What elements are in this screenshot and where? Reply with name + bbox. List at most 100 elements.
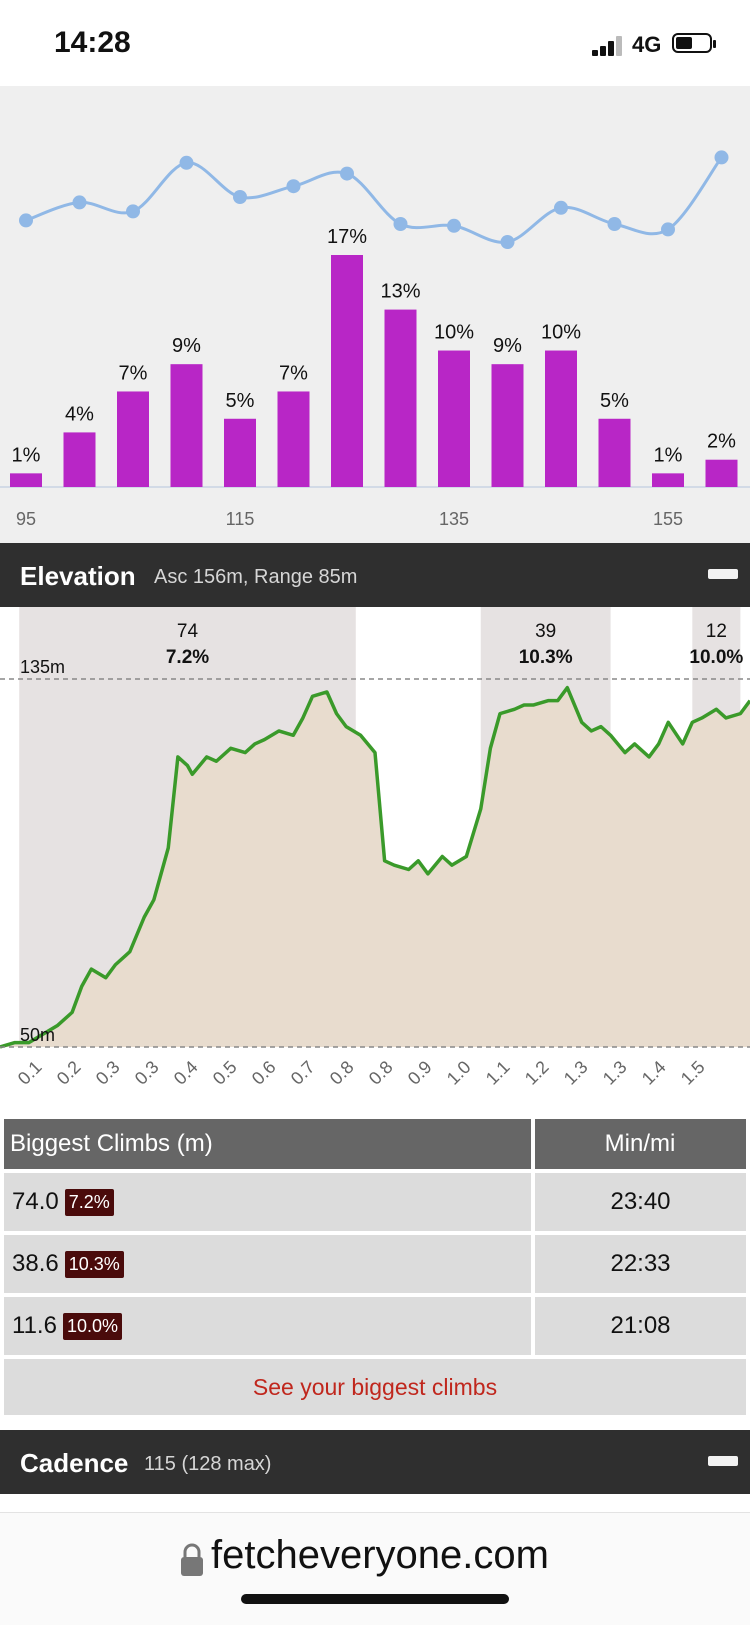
pace-header: Min/mi: [535, 1119, 746, 1169]
see-biggest-climbs-link[interactable]: See your biggest climbs: [4, 1359, 746, 1415]
home-indicator[interactable]: [241, 1594, 509, 1604]
x-tick-label: 0.4: [170, 1057, 202, 1089]
x-tick-label: 0.2: [53, 1057, 85, 1089]
table-row: 11.6 10.0% 21:08: [4, 1297, 746, 1355]
cadence-bar: [652, 473, 684, 487]
cadence-bar: [331, 255, 363, 487]
x-tick-label: 135: [439, 509, 469, 529]
bar-value-label: 5%: [600, 390, 629, 412]
grade-badge: 10.0%: [62, 1313, 122, 1341]
cadence-subtitle: 115 (128 max): [144, 1453, 272, 1475]
climb-gain-label: 74: [177, 621, 199, 642]
x-tick-label: 0.3: [92, 1057, 124, 1089]
climb-pace: 21:08: [535, 1297, 746, 1355]
bar-value-label: 10%: [541, 322, 581, 344]
cadence-bar: [277, 391, 310, 487]
biggest-climbs-table: Biggest Climbs (m) Min/mi 74.0 7.2% 23:40…: [4, 1115, 746, 1419]
x-tick-label: 155: [653, 509, 683, 529]
x-tick-label: 95: [16, 509, 36, 529]
climbs-header: Biggest Climbs (m): [4, 1119, 531, 1169]
battery-icon: [672, 33, 716, 53]
x-tick-label: 0.9: [404, 1057, 436, 1089]
cadence-bar: [491, 364, 524, 487]
elevation-chart: 135m 50m 74 7.2% 39 10.3% 12 10.0% 0.1 0.2 0.3 0.3 0…: [0, 607, 750, 1107]
cadence-bar: [598, 418, 631, 487]
browser-url-bar[interactable]: fetcheveryone.com: [0, 1512, 750, 1625]
grade-badge: 10.3%: [64, 1251, 124, 1279]
climb-distance: 11.6: [12, 1311, 57, 1339]
pace-point: [607, 217, 622, 231]
pace-point: [500, 235, 515, 249]
pace-point: [126, 204, 140, 219]
cadence-header: Cadence 115 (128 max): [0, 1430, 750, 1494]
bar-value-label: 1%: [12, 444, 41, 466]
elevation-area: [0, 687, 750, 1047]
cadence-distribution-chart: 1% 4% 7% 9% 5% 7% 17% 13% 10% 9% 10% 5% 1% 2% 95 115 135…: [0, 86, 750, 543]
pace-point: [661, 222, 675, 237]
bar-value-label: 1%: [654, 444, 683, 466]
x-tick-label: 0.1: [14, 1057, 46, 1089]
pace-point: [19, 213, 33, 228]
status-bar: 14:28 4G: [0, 0, 750, 87]
cadence-bar: [384, 309, 417, 487]
pace-point: [340, 166, 354, 181]
climb-pace: 22:33: [535, 1235, 746, 1293]
bar-value-label: 9%: [493, 335, 522, 357]
cadence-bar: [10, 473, 42, 487]
cadence-bar: [117, 391, 149, 487]
climb-distance: 74.0: [12, 1187, 59, 1215]
climb-cell: 74.0 7.2%: [4, 1173, 531, 1231]
elevation-header: Elevation Asc 156m, Range 85m: [0, 543, 750, 607]
elevation-subtitle: Asc 156m, Range 85m: [154, 566, 358, 588]
table-row: 74.0 7.2% 23:40: [4, 1173, 746, 1231]
climb-grade-label: 10.0%: [689, 647, 743, 668]
climb-cell: 38.6 10.3%: [4, 1235, 531, 1293]
pace-point: [72, 195, 87, 210]
bar-value-label: 7%: [119, 362, 148, 384]
pace-point: [286, 179, 301, 194]
signal-icon: [592, 34, 626, 56]
elevation-collapse-button[interactable]: [708, 569, 738, 579]
cadence-bar: [545, 350, 577, 487]
bar-value-label: 17%: [327, 226, 367, 248]
pace-point: [447, 218, 461, 233]
x-tick-label: 1.1: [482, 1057, 514, 1089]
climb-cell: 11.6 10.0%: [4, 1297, 531, 1355]
climb-distance: 38.6: [12, 1249, 59, 1277]
url-text: fetcheveryone.com: [211, 1533, 549, 1577]
bar-value-label: 7%: [279, 362, 308, 384]
cadence-bar: [170, 364, 203, 487]
status-time: 14:28: [54, 26, 131, 59]
elevation-line: [0, 685, 750, 1049]
x-tick-label: 1.3: [599, 1057, 631, 1089]
cadence-chart-svg: 1% 4% 7% 9% 5% 7% 17% 13% 10% 9% 10% 5% 1% 2% 95 115 135…: [0, 150, 750, 529]
bar-value-label: 4%: [65, 403, 94, 425]
cadence-bar: [63, 432, 96, 487]
x-tick-label: 0.5: [209, 1057, 241, 1089]
network-label: 4G: [632, 32, 662, 57]
bar-value-label: 13%: [380, 281, 420, 303]
lock-icon: [181, 1543, 203, 1576]
pace-point: [179, 155, 194, 170]
grade-badge: 7.2%: [64, 1189, 114, 1217]
bar-value-label: 9%: [172, 335, 201, 357]
x-tick-label: 115: [226, 509, 255, 529]
cadence-bar: [438, 350, 470, 487]
cadence-collapse-button[interactable]: [708, 1456, 738, 1466]
cadence-title: Cadence: [20, 1448, 129, 1478]
pace-point: [714, 150, 729, 165]
pace-point: [393, 217, 408, 231]
pace-point: [233, 190, 247, 204]
climb-pace: 23:40: [535, 1173, 746, 1231]
climb-gain-label: 39: [535, 621, 556, 642]
climb-gain-label: 12: [706, 621, 727, 642]
climb-grade-label: 7.2%: [166, 647, 209, 668]
x-tick-label: 0.6: [248, 1057, 280, 1089]
cadence-bar: [705, 459, 738, 487]
x-tick-label: 0.3: [131, 1057, 163, 1089]
x-tick-label: 0.8: [365, 1057, 397, 1089]
y-bottom-label: 50m: [20, 1025, 55, 1045]
x-tick-label: 1.3: [560, 1057, 592, 1089]
bar-value-label: 2%: [707, 431, 736, 453]
